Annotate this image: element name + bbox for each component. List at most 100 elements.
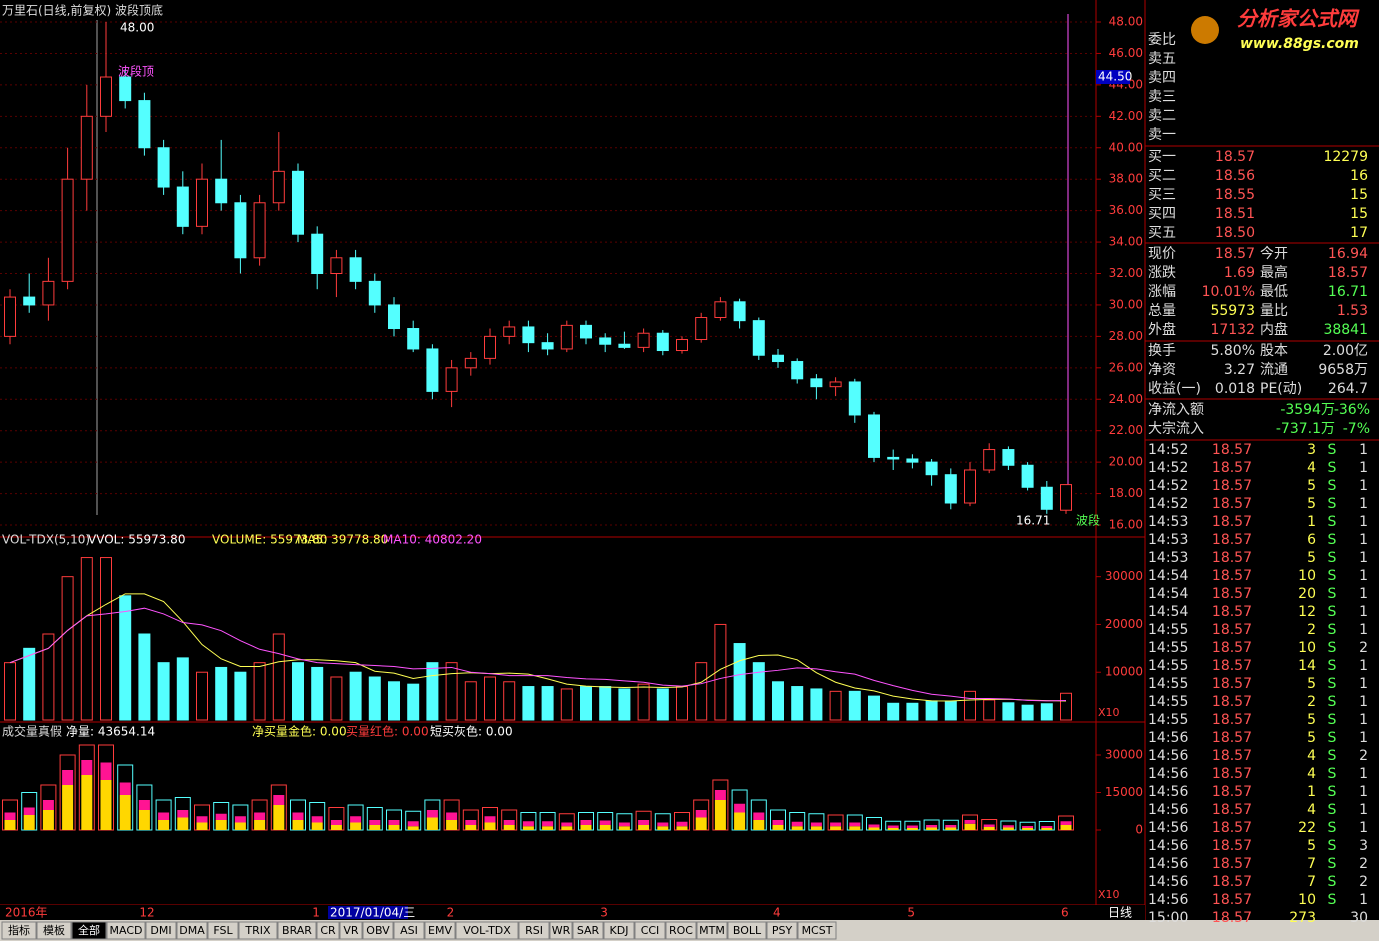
tab-label[interactable]: DMA: [179, 924, 205, 937]
y-tick-label: 20.00: [1109, 455, 1143, 469]
flow-pct: -7%: [1343, 421, 1370, 437]
tab[interactable]: [797, 921, 837, 940]
legend-entry: 短买灰色: 0.00: [430, 725, 513, 739]
tab[interactable]: [106, 921, 146, 940]
stack-segment: [926, 827, 938, 830]
stack-segment: [964, 820, 976, 824]
tab-label[interactable]: BRAR: [282, 924, 312, 937]
tab[interactable]: [665, 921, 697, 940]
tab[interactable]: [71, 921, 107, 940]
volume-bar: [176, 657, 189, 721]
stack-segment: [426, 817, 438, 830]
tab-label[interactable]: TRIX: [244, 924, 271, 937]
tab-label[interactable]: 模板: [43, 923, 65, 937]
tab[interactable]: [603, 921, 635, 940]
legend-entry: MA10: 40802.20: [383, 533, 482, 547]
volume-bar: [541, 686, 554, 721]
tab-label[interactable]: FSL: [213, 924, 233, 937]
trade-volume: 4: [1307, 802, 1316, 818]
trade-side: S: [1328, 442, 1337, 458]
volume-bar: [656, 688, 669, 721]
tab-label[interactable]: BOLL: [733, 924, 762, 937]
trade-side: S: [1328, 730, 1337, 746]
tab[interactable]: [362, 921, 394, 940]
trade-time: 14:54: [1148, 586, 1188, 602]
tab-label[interactable]: MCST: [802, 924, 833, 937]
trade-count: 1: [1359, 550, 1368, 566]
trade-price: 18.57: [1212, 496, 1252, 512]
trade-volume: 4: [1307, 460, 1316, 476]
tab[interactable]: [634, 921, 666, 940]
candle-body: [637, 332, 650, 348]
tab[interactable]: [455, 921, 519, 940]
tab-label[interactable]: MTM: [699, 924, 725, 937]
tab-label[interactable]: PSY: [772, 924, 793, 937]
tab[interactable]: [176, 921, 208, 940]
volume-bar: [272, 633, 285, 721]
tab-label[interactable]: SAR: [577, 924, 600, 937]
scale-label: X10: [1098, 706, 1120, 719]
tab-label[interactable]: 全部: [78, 923, 100, 937]
tab-label[interactable]: CR: [320, 924, 336, 937]
volume-bar: [157, 662, 170, 721]
stack-segment: [638, 820, 650, 825]
tab[interactable]: [238, 921, 278, 940]
tab[interactable]: [207, 921, 239, 940]
tab[interactable]: [393, 921, 425, 940]
y-tick-label: 26.00: [1109, 360, 1143, 374]
candle-body: [944, 474, 957, 504]
candle-body: [445, 367, 458, 392]
stack-segment: [446, 812, 458, 820]
tab[interactable]: [766, 921, 798, 940]
candle-body: [829, 381, 842, 388]
tab-label[interactable]: WR: [552, 924, 571, 937]
x-tick-label: 6: [1061, 906, 1069, 920]
trade-time: 14:52: [1148, 442, 1188, 458]
tab-label[interactable]: DMI: [150, 924, 171, 937]
stack-segment: [849, 822, 861, 827]
tab[interactable]: [424, 921, 456, 940]
tab[interactable]: [316, 921, 340, 940]
stat-label: 今开: [1260, 246, 1288, 262]
low-label: 16.71: [1016, 513, 1050, 527]
stat-value: 2.00亿: [1323, 343, 1368, 359]
stat-label: 外盘: [1148, 321, 1176, 338]
stack-segment: [887, 825, 899, 828]
tab-label[interactable]: MACD: [110, 924, 143, 937]
tab-label[interactable]: KDJ: [610, 924, 629, 937]
candle-body: [138, 100, 151, 149]
volume-bar: [234, 671, 247, 721]
x-tick-label: 2016年: [5, 906, 48, 920]
tab-label[interactable]: ASI: [400, 924, 418, 937]
trade-volume: 7: [1307, 874, 1316, 890]
stack-segment: [292, 812, 304, 820]
trade-price: 18.57: [1212, 676, 1252, 692]
tab[interactable]: [696, 921, 728, 940]
volume-bar: [848, 690, 861, 721]
volume-bar: [80, 557, 93, 721]
tab-label[interactable]: CCI: [641, 924, 660, 937]
trade-time: 14:56: [1148, 856, 1188, 872]
tab-label[interactable]: VR: [343, 924, 359, 937]
tab[interactable]: [145, 921, 177, 940]
trade-side: S: [1328, 640, 1337, 656]
tab-label[interactable]: ROC: [669, 924, 693, 937]
tab-label[interactable]: VOL-TDX: [463, 924, 511, 937]
tab[interactable]: [518, 921, 550, 940]
tab[interactable]: [36, 921, 72, 940]
volume-bar: [733, 643, 746, 721]
tab-label[interactable]: OBV: [366, 924, 390, 937]
tab-label[interactable]: 指标: [8, 923, 30, 937]
tab[interactable]: [339, 921, 363, 940]
tab-label[interactable]: EMV: [428, 924, 452, 937]
tab[interactable]: [549, 921, 573, 940]
y-tick-label: 48.00: [1109, 15, 1143, 29]
tab[interactable]: [277, 921, 317, 940]
stack-segment: [100, 780, 112, 830]
tab[interactable]: [727, 921, 767, 940]
tab[interactable]: [1, 921, 37, 940]
tab-label[interactable]: RSI: [525, 924, 543, 937]
tab[interactable]: [572, 921, 604, 940]
volume-bar: [599, 686, 612, 721]
stack-segment: [1060, 825, 1072, 830]
